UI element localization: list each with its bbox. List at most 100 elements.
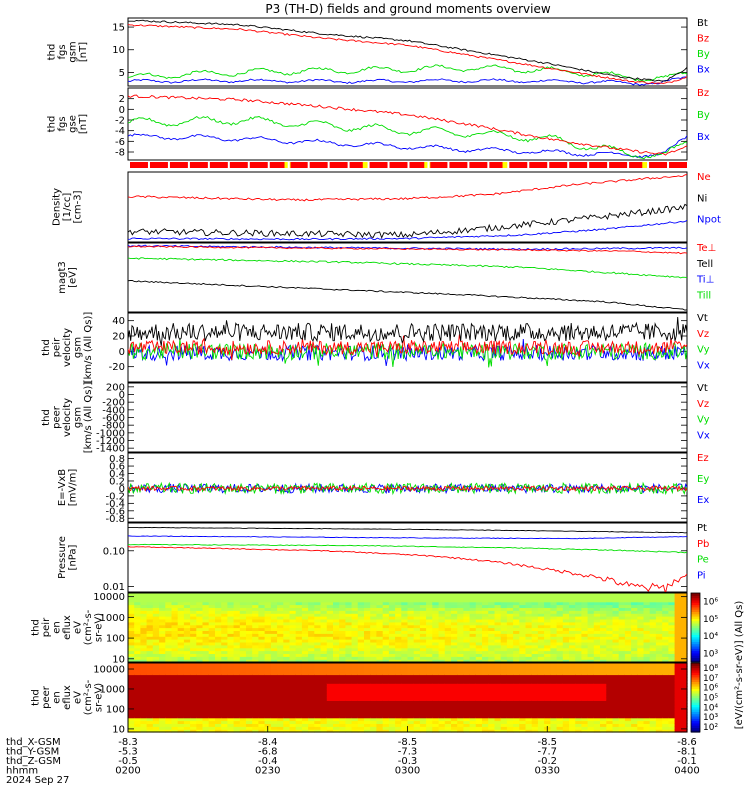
- legend-Te⊥: Te⊥: [696, 243, 716, 254]
- spectrogram-cell: [314, 627, 322, 631]
- spectrogram-cell: [246, 653, 253, 657]
- spectrogram-cell: [562, 630, 570, 634]
- spectrogram-cell: [624, 720, 632, 724]
- spectrogram-cell: [494, 647, 502, 652]
- spectrogram-cell: [295, 711, 303, 716]
- spectrogram-cell: [314, 665, 322, 670]
- spectrogram-cell: [662, 621, 669, 626]
- spectrogram-cell: [146, 709, 154, 713]
- spectrogram-cell: [631, 700, 638, 704]
- spectrogram-cell: [475, 607, 483, 611]
- spectrogram-cell: [475, 714, 483, 719]
- spectrogram-cell: [364, 706, 371, 710]
- spectrogram-cell: [469, 650, 477, 654]
- spectrogram-cell: [376, 677, 384, 681]
- spectrogram-cell: [419, 656, 427, 660]
- spectrogram-cell: [537, 714, 545, 719]
- spectrogram-cell: [134, 647, 141, 652]
- spectrogram-cell: [190, 598, 197, 603]
- y-axis-label: thd: [31, 689, 42, 706]
- spectrogram-cell: [444, 694, 452, 699]
- spectrogram-cell: [314, 656, 322, 660]
- spectrogram-cell: [488, 604, 495, 608]
- spectrogram-cell: [283, 680, 291, 684]
- spectrogram-cell: [550, 720, 558, 724]
- spectrogram-cell: [177, 683, 185, 687]
- spectrogram-cell: [680, 595, 688, 600]
- spectrogram-cell: [426, 618, 433, 623]
- spectrogram-cell: [208, 641, 216, 646]
- spectrogram-cell: [376, 659, 384, 663]
- spectrogram-cell: [600, 680, 607, 684]
- spectrogram-cell: [444, 677, 452, 681]
- spectrogram-cell: [190, 604, 197, 608]
- spectrogram-cell: [357, 595, 365, 600]
- spectrogram-cell: [463, 723, 471, 727]
- spectrogram-cell: [649, 714, 657, 719]
- spectrogram-cell: [128, 624, 135, 629]
- spectrogram-cell: [463, 630, 471, 634]
- spectrogram-cell: [637, 686, 645, 690]
- spectrogram-cell: [544, 598, 551, 603]
- spectrogram-cell: [326, 630, 334, 634]
- spectrogram-cell: [457, 595, 464, 600]
- spectrogram-cell: [488, 656, 495, 660]
- spectrogram-cell: [270, 665, 278, 670]
- spectrogram-cell: [308, 680, 315, 684]
- spectrogram-cell: [593, 668, 601, 673]
- spectrogram-cell: [196, 653, 204, 657]
- mode-bar-gap: [547, 162, 550, 168]
- spectrogram-cell: [202, 711, 210, 716]
- spectrogram-cell: [612, 621, 620, 626]
- spectrogram-cell: [401, 683, 409, 687]
- spectrogram-cell: [618, 624, 626, 629]
- spectrogram-cell: [569, 677, 576, 681]
- spectrogram-cell: [233, 593, 241, 597]
- spectrogram-cell: [345, 616, 353, 620]
- spectrogram-cell: [432, 627, 440, 631]
- spectrogram-cell: [159, 636, 166, 640]
- spectrogram-cell: [674, 604, 682, 608]
- spectrogram-cell: [333, 618, 340, 623]
- spectrogram-cell: [550, 624, 558, 629]
- spectrogram-cell: [376, 720, 384, 724]
- y-tick-label: 10000: [93, 592, 125, 603]
- spectrogram-cell: [593, 624, 601, 629]
- spectrogram-cell: [407, 647, 415, 652]
- spectrogram-cell: [289, 717, 297, 722]
- spectrogram-cell: [246, 674, 253, 678]
- spectrogram-cell: [600, 610, 607, 614]
- spectrogram-cell: [395, 726, 402, 730]
- mode-bar-gap: [367, 162, 370, 168]
- spectrogram-cell: [264, 659, 272, 663]
- spectrogram-cell: [283, 691, 291, 696]
- spectrogram-cell: [301, 668, 309, 673]
- spectrogram-cell: [457, 697, 464, 701]
- spectrogram-cell: [569, 618, 576, 623]
- spectrogram-cell: [128, 598, 135, 603]
- spectrogram-cell: [146, 653, 154, 657]
- spectrogram-cell: [326, 621, 334, 626]
- spectrogram-cell: [463, 610, 471, 614]
- spectrogram-cell: [606, 639, 614, 643]
- spectrogram-cell: [388, 633, 396, 637]
- spectrogram-cell: [171, 650, 179, 654]
- spectrogram-cell: [221, 659, 228, 663]
- spectrogram-cell: [401, 677, 409, 681]
- spectrogram-cell: [326, 607, 334, 611]
- spectrogram-cell: [357, 709, 365, 713]
- spectrogram-cell: [419, 610, 427, 614]
- spectrogram-cell: [649, 717, 657, 722]
- spectrogram-cell: [525, 665, 533, 670]
- colorbar-segment: [691, 622, 700, 626]
- spectrogram-cell: [531, 621, 539, 626]
- spectrogram-cell: [202, 633, 210, 637]
- spectrogram-cell: [308, 653, 315, 657]
- spectrogram-cell: [134, 598, 141, 603]
- spectrogram-cell: [500, 641, 508, 646]
- spectrogram-cell: [469, 677, 477, 681]
- mode-bar-gap: [607, 162, 610, 168]
- spectrogram-cell: [196, 659, 204, 663]
